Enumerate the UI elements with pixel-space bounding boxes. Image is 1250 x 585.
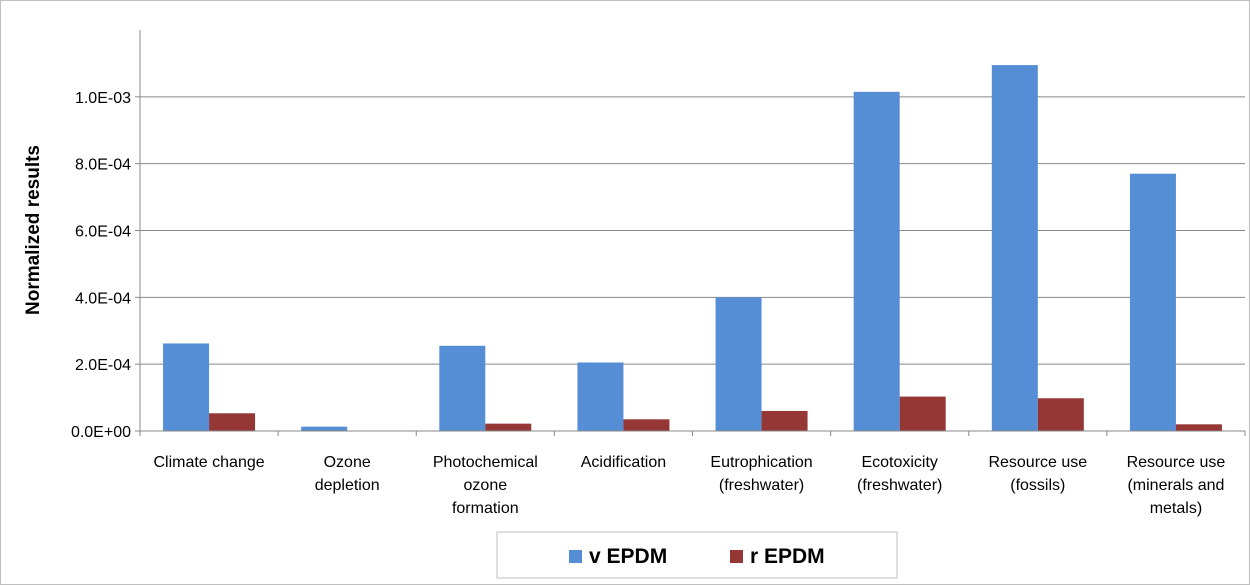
- legend-swatch-v-epdm: [569, 550, 582, 563]
- legend-box: [496, 531, 898, 579]
- bar-r-epdm: [899, 396, 946, 431]
- bars: [163, 65, 1222, 432]
- bar-v-epdm: [1129, 173, 1176, 432]
- x-category-label: (fossils): [1010, 477, 1065, 494]
- y-tick-label: 1.0E-03: [75, 90, 131, 107]
- bar-v-epdm: [715, 297, 762, 431]
- y-tick-label: 6.0E-04: [75, 224, 131, 241]
- x-category-label: (minerals and: [1127, 477, 1224, 494]
- x-category-label: metals): [1150, 500, 1202, 517]
- bar-r-epdm: [1037, 398, 1084, 431]
- y-tick-label: 0.0E+00: [71, 424, 131, 441]
- legend-swatch-r-epdm: [730, 550, 743, 563]
- bar-v-epdm: [991, 65, 1038, 432]
- bar-v-epdm: [439, 345, 486, 431]
- y-tick-labels: 0.0E+00 2.0E-04 4.0E-04 6.0E-04 8.0E-04 1.0E-…: [71, 90, 140, 441]
- y-tick-label: 4.0E-04: [75, 290, 131, 307]
- bar-r-epdm: [761, 410, 808, 431]
- gridlines: [140, 96, 1245, 365]
- bar-v-epdm: [853, 91, 900, 431]
- bar-v-epdm: [577, 362, 624, 431]
- legend: v EPDM r EPDM: [496, 531, 898, 579]
- x-category-label: (freshwater): [857, 477, 942, 494]
- x-category-label: Resource use: [988, 454, 1087, 471]
- bar-r-epdm: [209, 413, 256, 431]
- y-tick-label: 2.0E-04: [75, 357, 131, 374]
- bar-r-epdm: [623, 419, 670, 431]
- x-category-label: Eutrophication: [710, 454, 812, 471]
- x-category-label: Acidification: [581, 454, 666, 471]
- y-axis-title: Normalized results: [23, 145, 44, 315]
- legend-label-v-epdm: v EPDM: [589, 545, 667, 568]
- bar-v-epdm: [163, 343, 210, 431]
- x-category-label: formation: [452, 500, 519, 517]
- y-tick-label: 8.0E-04: [75, 157, 131, 174]
- x-category-label: Climate change: [153, 454, 264, 471]
- x-category-label: ozone: [464, 477, 508, 494]
- legend-label-r-epdm: r EPDM: [750, 545, 825, 568]
- x-category-label: (freshwater): [719, 477, 804, 494]
- x-category-label: Ecotoxicity: [861, 454, 937, 471]
- x-category-labels: Climate change Ozone depletion Photochemica…: [139, 431, 1246, 517]
- x-category-label: Ozone: [324, 454, 371, 471]
- bar-r-epdm: [1175, 424, 1222, 431]
- x-category-label: Photochemical: [433, 454, 538, 471]
- bar-v-epdm: [301, 426, 348, 431]
- bar-r-epdm: [485, 423, 532, 431]
- x-category-label: Resource use: [1127, 454, 1226, 471]
- x-category-label: depletion: [315, 477, 380, 494]
